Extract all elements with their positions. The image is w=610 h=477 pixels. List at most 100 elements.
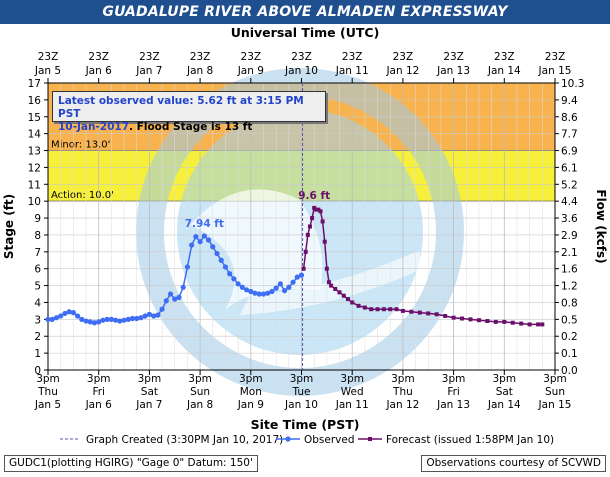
- forecast-point: [400, 308, 405, 313]
- legend-forecast-label: Forecast (issued 1:58PM Jan 10): [386, 434, 554, 446]
- flow-tick-label: 0.0: [561, 365, 578, 377]
- legend-observed-marker: [285, 436, 291, 442]
- observed-point: [125, 316, 131, 322]
- top-tick-date: Jan 15: [538, 65, 572, 77]
- observed-point: [87, 319, 93, 325]
- observed-point: [205, 237, 212, 243]
- observed-point: [70, 310, 76, 316]
- x-tick-time: 3pm: [391, 373, 415, 385]
- info-date: 10-Jan-2017: [58, 121, 130, 133]
- forecast-point: [409, 309, 414, 314]
- forecast-point: [426, 311, 431, 316]
- forecast-point: [337, 290, 342, 295]
- top-tick-time: 23Z: [545, 51, 566, 63]
- x-tick-date: Jan 13: [436, 399, 470, 411]
- x-tick-date: Jan 9: [237, 399, 264, 411]
- observed-point: [235, 281, 241, 287]
- noaa-seal-watermark: [136, 68, 464, 396]
- top-tick-time: 23Z: [88, 51, 109, 63]
- y-tick-label: 9: [34, 213, 41, 225]
- top-tick-date: Jan 8: [186, 65, 213, 77]
- y-tick-label: 7: [34, 247, 41, 259]
- observed-point: [117, 318, 123, 324]
- observed-point: [189, 242, 195, 248]
- forecast-point: [434, 312, 439, 317]
- forecast-point: [388, 307, 393, 312]
- flow-tick-label: 5.2: [561, 179, 578, 191]
- observed-point: [100, 317, 106, 323]
- x-tick-day: Thu: [392, 386, 413, 398]
- forecast-point: [443, 313, 448, 318]
- forecast-point: [519, 321, 524, 326]
- observed-point: [290, 279, 296, 285]
- top-tick-date: Jan 13: [436, 65, 470, 77]
- x-tick-date: Jan 14: [487, 399, 521, 411]
- observed-point: [113, 317, 119, 323]
- forecast-point: [375, 307, 380, 312]
- x-tick-day: Fri: [447, 386, 460, 398]
- x-tick-time: 3pm: [188, 373, 212, 385]
- flow-tick-label: 1.2: [561, 281, 578, 293]
- top-tick-time: 23Z: [190, 51, 211, 63]
- forecast-point: [485, 319, 490, 324]
- observed-point: [142, 313, 148, 319]
- observed-point: [83, 318, 89, 324]
- forecast-point: [345, 297, 350, 302]
- observed-point: [222, 264, 229, 270]
- top-tick-time: 23Z: [139, 51, 160, 63]
- x-tick-date: Jan 10: [284, 399, 318, 411]
- forecast-point: [350, 300, 355, 305]
- forecast-point: [301, 266, 306, 271]
- peak-annotation: 9.6 ft: [298, 190, 330, 202]
- flow-tick-label: 7.7: [561, 129, 578, 141]
- x-tick-day: Thu: [37, 386, 58, 398]
- forecast-point: [362, 305, 367, 310]
- forecast-point: [369, 307, 374, 312]
- y-tick-label: 6: [34, 264, 41, 276]
- observed-point: [197, 239, 203, 245]
- observed-point: [282, 288, 288, 294]
- observed-point: [210, 244, 216, 250]
- top-tick-time: 23Z: [38, 51, 59, 63]
- y-tick-label: 4: [34, 297, 41, 309]
- forecast-point: [320, 219, 325, 224]
- top-tick-time: 23Z: [443, 51, 464, 63]
- x-tick-date: Jan 6: [85, 399, 113, 411]
- forecast-point: [305, 232, 310, 237]
- forecast-point: [510, 320, 515, 325]
- flow-tick-label: 9.4: [561, 95, 578, 107]
- title-bar: GUADALUPE RIVER ABOVE ALMADEN EXPRESSWAY: [0, 0, 610, 24]
- chart-title: GUADALUPE RIVER ABOVE ALMADEN EXPRESSWAY: [102, 4, 508, 20]
- y-tick-label: 10: [28, 196, 41, 208]
- observed-point: [53, 315, 60, 321]
- series-layer: 7.94 ft 9.6 ft: [45, 83, 545, 370]
- legend-forecast-marker: [368, 437, 372, 441]
- flow-tick-label: 10.3: [561, 78, 584, 90]
- observed-point: [74, 313, 81, 319]
- observed-point: [79, 316, 85, 322]
- info-line-1: Latest observed value: 5.62 ft at 3:15 P…: [58, 95, 304, 120]
- top-tick-time: 23Z: [291, 51, 312, 63]
- action-band-label: Action: 10.0': [51, 190, 114, 201]
- forecast-point: [540, 322, 545, 327]
- x-tick-date: Jan 7: [135, 399, 162, 411]
- observed-point: [294, 274, 300, 280]
- observed-point: [243, 287, 250, 293]
- forecast-point: [318, 209, 323, 214]
- top-tick-date: Jan 11: [335, 65, 369, 77]
- forecast-point: [394, 307, 399, 312]
- flow-tick-label: 0.8: [561, 297, 578, 309]
- flow-tick-label: 2.1: [561, 247, 578, 259]
- observed-point: [256, 291, 262, 297]
- forecast-point: [451, 315, 456, 320]
- flow-tick-label: 0.1: [561, 348, 578, 360]
- observed-point: [239, 284, 245, 290]
- x-tick-day: Mon: [240, 386, 262, 398]
- forecast-point: [468, 317, 473, 322]
- forecast-point: [356, 303, 361, 308]
- x-tick-time: 3pm: [87, 373, 111, 385]
- top-tick-date: Jan 5: [34, 65, 61, 77]
- observed-point: [252, 290, 258, 296]
- forecast-point: [326, 280, 331, 285]
